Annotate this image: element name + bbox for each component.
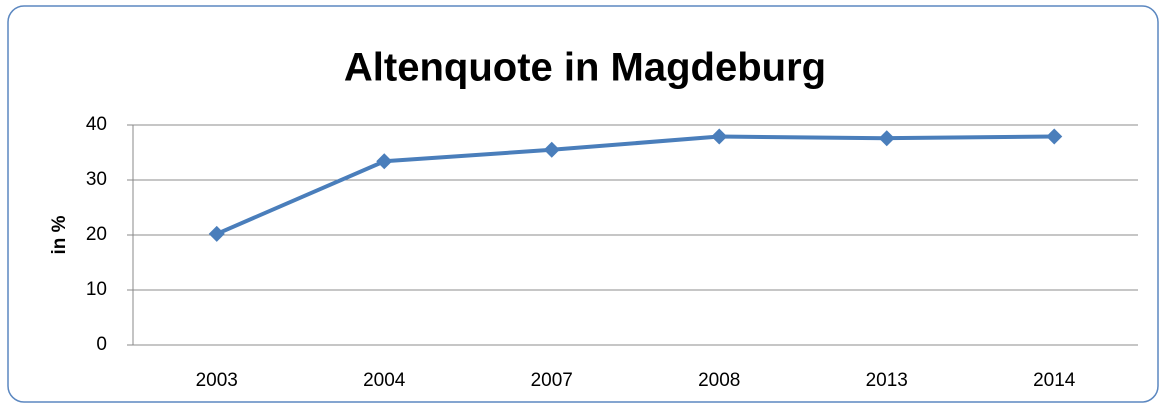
data-point — [208, 225, 225, 242]
data-point — [376, 153, 393, 170]
y-axis-label: in % — [49, 215, 70, 254]
y-tick-label: 40 — [86, 114, 107, 135]
data-point — [711, 128, 728, 145]
data-point — [543, 141, 560, 158]
x-tick-label: 2014 — [1033, 370, 1076, 391]
y-tick-label: 0 — [96, 334, 107, 355]
data-point — [1046, 128, 1063, 145]
y-tick-label: 20 — [86, 224, 107, 245]
chart-title: Altenquote in Magdeburg — [344, 46, 826, 90]
x-tick-label: 2013 — [866, 370, 908, 391]
x-tick-label: 2004 — [363, 370, 406, 391]
x-tick-label: 2008 — [698, 370, 740, 391]
data-point — [878, 130, 895, 147]
y-tick-label: 30 — [86, 169, 107, 190]
x-tick-label: 2007 — [531, 370, 573, 391]
y-tick-label: 10 — [86, 279, 107, 300]
data-line — [215, 134, 1055, 236]
x-tick-label: 2003 — [196, 370, 238, 391]
chart-frame — [7, 5, 1159, 403]
